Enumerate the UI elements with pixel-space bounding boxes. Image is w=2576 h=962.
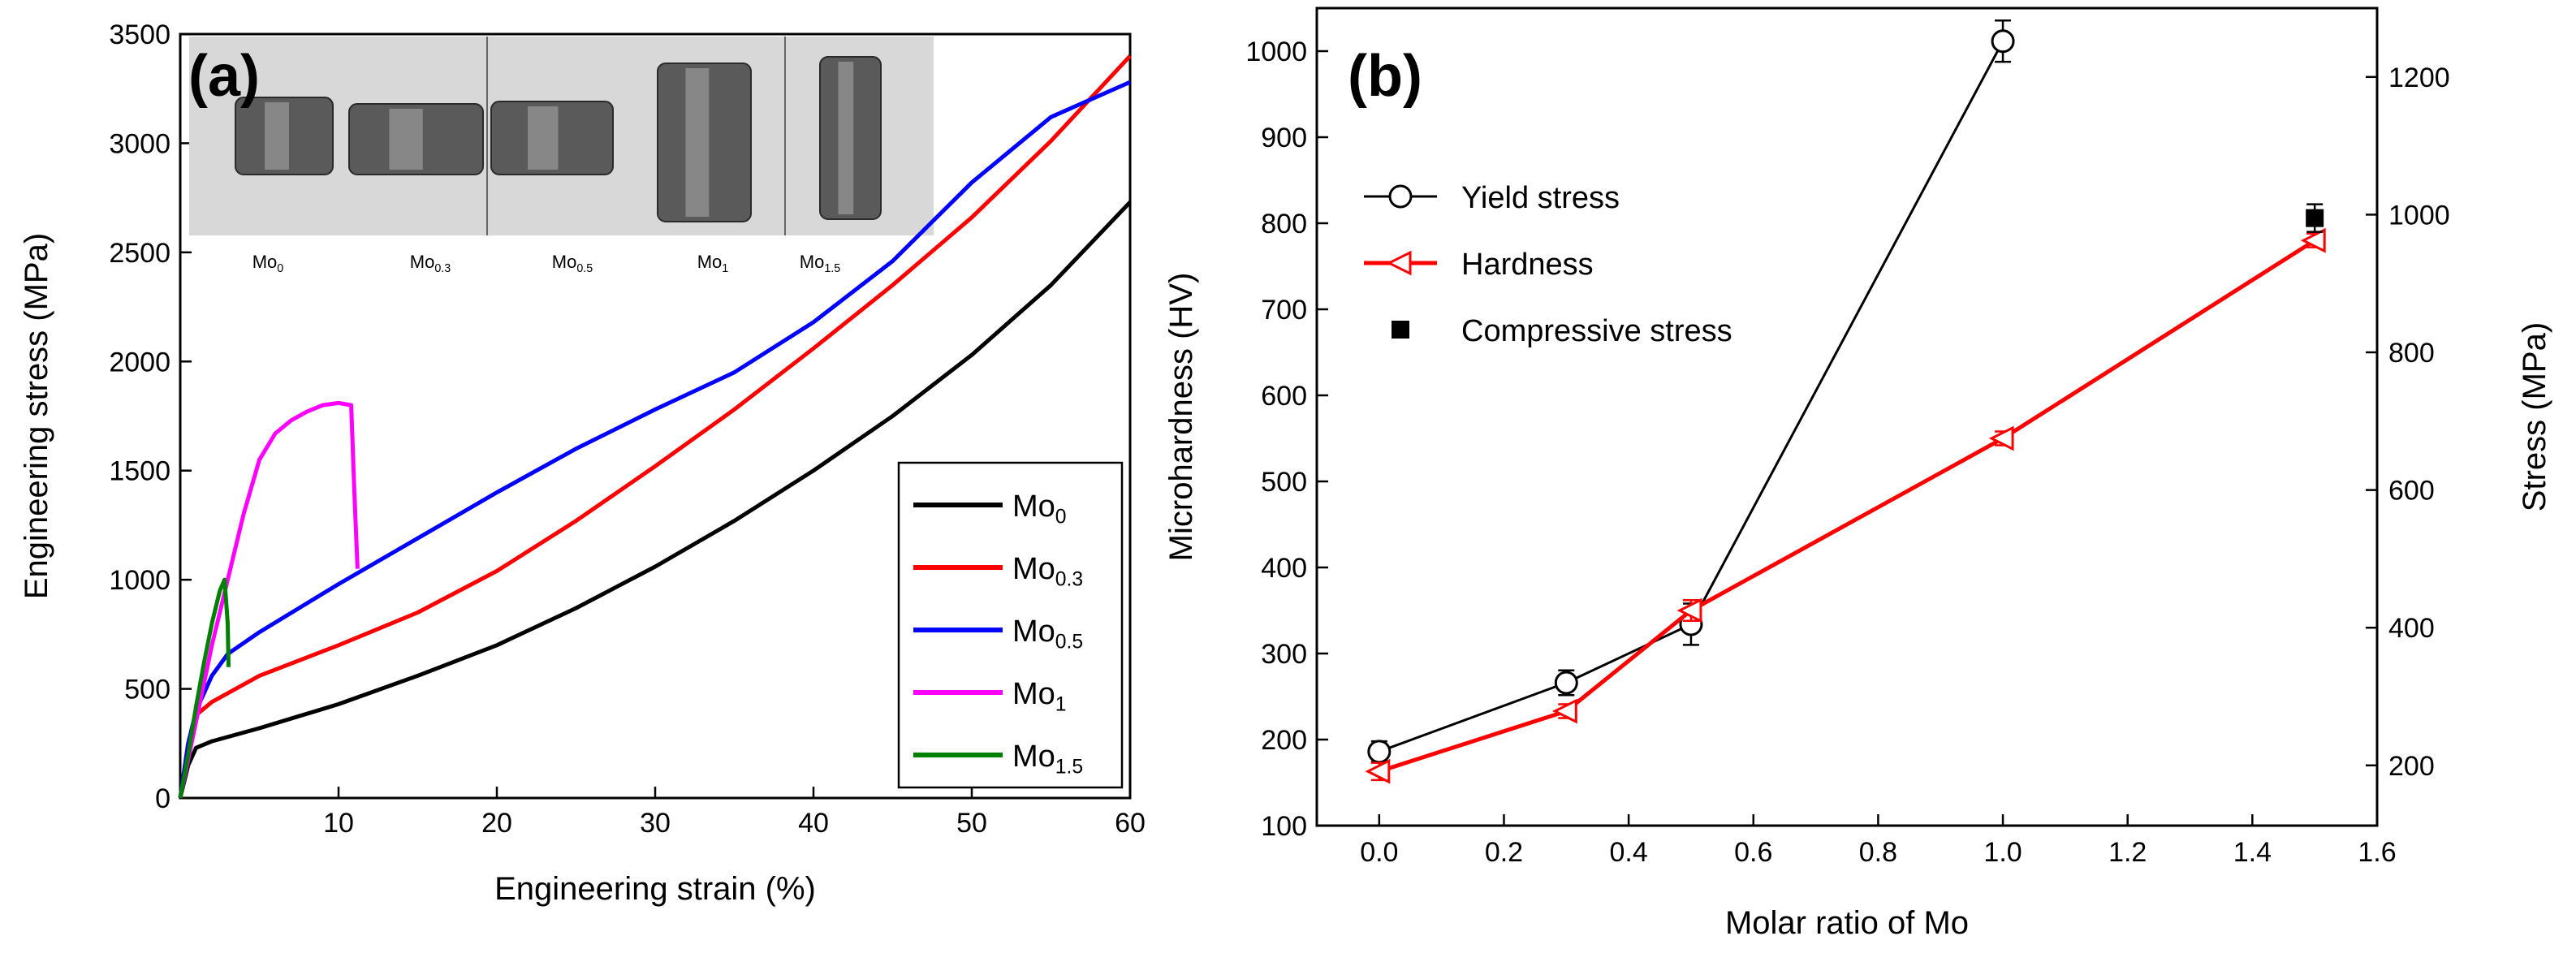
x-tick-label-b: 0.6 (1734, 837, 1772, 868)
sample-highlight (528, 106, 559, 170)
y-right-tick-label-b: 800 (2388, 338, 2435, 369)
y-left-tick-label-b: 400 (1261, 553, 1307, 584)
y-tick-label-a: 500 (124, 675, 170, 705)
x-tick-label-a: 20 (481, 808, 512, 839)
y-tick-label-a: 1000 (109, 565, 170, 596)
x-tick-label-a: 50 (956, 808, 987, 839)
series-line-Mo0 (178, 201, 1132, 799)
inset-caption: Mo1 (697, 252, 729, 275)
data-point-Yield stress (1367, 740, 1392, 764)
legend-label-Mo0.5: Mo0.5 (1012, 615, 1083, 654)
inset-caption: Mo0.5 (552, 252, 593, 275)
legend-label-Mo0: Mo0 (1012, 490, 1067, 528)
y-right-tick-label-b: 200 (2388, 751, 2435, 782)
y-tick-label-a: 0 (155, 783, 170, 814)
x-tick-label-b: 1.4 (2233, 837, 2272, 868)
y-left-tick-label-b: 900 (1261, 123, 1307, 153)
legend-label-Mo1.5: Mo1.5 (1012, 740, 1083, 779)
y-left-tick-label-b: 300 (1261, 639, 1307, 670)
x-tick-label-b: 0.2 (1485, 837, 1523, 868)
data-point-Hardness (2300, 227, 2326, 253)
y-right-axis-label-b: Stress (MPa) (2517, 322, 2552, 511)
plot-frame-b (1315, 6, 2379, 827)
y-tick-label-a: 2500 (109, 238, 170, 269)
x-tick-label-a: 30 (640, 808, 671, 839)
y-right-tick-label-b: 400 (2388, 613, 2435, 644)
x-tick-label-a: 60 (1115, 808, 1146, 839)
x-axis-label-b: Molar ratio of Mo (1725, 905, 1969, 941)
y-right-tick-label-b: 1000 (2388, 200, 2450, 231)
y-right-tick-label-b: 600 (2388, 476, 2435, 507)
y-left-tick-label-b: 600 (1261, 381, 1307, 412)
y-left-tick-label-b: 700 (1261, 295, 1307, 326)
inset-caption: Mo0.3 (410, 252, 451, 275)
x-tick-label-a: 40 (798, 808, 829, 839)
legend-label-Hardness: Hardness (1461, 248, 1594, 282)
x-axis-label-a: Engineering strain (%) (494, 871, 816, 907)
y-tick-label-a: 3500 (109, 19, 170, 50)
data-point-Hardness (1551, 698, 1577, 724)
x-tick-label-b: 1.2 (2108, 837, 2147, 868)
inset-caption: Mo0 (252, 252, 284, 275)
x-tick-label-b: 0.4 (1609, 837, 1647, 868)
series-line-Mo0.5 (178, 80, 1132, 799)
series-line-Yield stress (1379, 40, 2004, 753)
y-left-axis-label-b: Microhardness (HV) (1163, 273, 1199, 562)
y-left-tick-label-b: 500 (1261, 467, 1307, 498)
series-line-Mo1 (178, 400, 360, 799)
panel-a: 10 20 30 40 50 60 0 500 1000 1500 2000 2500 3000 3500… (19, 19, 1146, 907)
x-tick-label-b: 1.0 (1983, 837, 2022, 868)
y-left-tick-label-b: 100 (1261, 811, 1307, 842)
data-point-Hardness (1988, 425, 2014, 451)
y-tick-label-a: 3000 (109, 128, 170, 159)
data-point-Hardness (1386, 250, 1412, 276)
legend-label-Mo1: Mo1 (1012, 677, 1067, 716)
y-left-tick-label-b: 1000 (1245, 37, 1307, 67)
data-point-Hardness (1676, 597, 1702, 623)
inset-caption: Mo1.5 (800, 252, 840, 275)
data-point-Yield stress (1388, 184, 1413, 209)
y-left-tick-label-b: 800 (1261, 209, 1307, 239)
x-tick-label-b: 0.0 (1360, 837, 1398, 868)
series-line-Mo0.3 (178, 54, 1132, 799)
legend-label-Compressive stress: Compressive stress (1461, 314, 1732, 348)
data-point-Compressive stress (1392, 321, 1409, 339)
y-tick-label-a: 1500 (109, 456, 170, 487)
sample-highlight (685, 68, 710, 217)
legend-label-Yield stress: Yield stress (1461, 181, 1620, 215)
y-right-tick-label-b: 1200 (2388, 63, 2450, 93)
data-point-Hardness (1365, 758, 1391, 784)
y-axis-label-a: Engineering stress (MPa) (19, 233, 54, 599)
series-line-Mo1.5 (178, 577, 231, 799)
panel-b: 0.0 0.2 0.4 0.6 0.8 1.0 1.2 1.4 1.6 100 200 300 400 5… (1163, 6, 2552, 941)
panel-label-a: (a) (188, 44, 260, 109)
data-point-Yield stress (1554, 671, 1578, 695)
x-tick-label-a: 10 (323, 808, 354, 839)
data-point-Compressive stress (2306, 209, 2324, 227)
panel-label-b: (b) (1348, 44, 1422, 109)
data-point-Yield stress (1991, 29, 2015, 54)
legend-a (897, 461, 1124, 789)
sample-highlight (265, 102, 289, 170)
sample-highlight (389, 109, 423, 170)
x-tick-label-b: 0.8 (1859, 837, 1897, 868)
y-tick-label-a: 2000 (109, 347, 170, 377)
x-tick-label-b: 1.6 (2358, 837, 2396, 868)
legend-label-Mo0.3: Mo0.3 (1012, 552, 1083, 591)
sample-highlight (838, 62, 854, 214)
y-left-tick-label-b: 200 (1261, 725, 1307, 756)
